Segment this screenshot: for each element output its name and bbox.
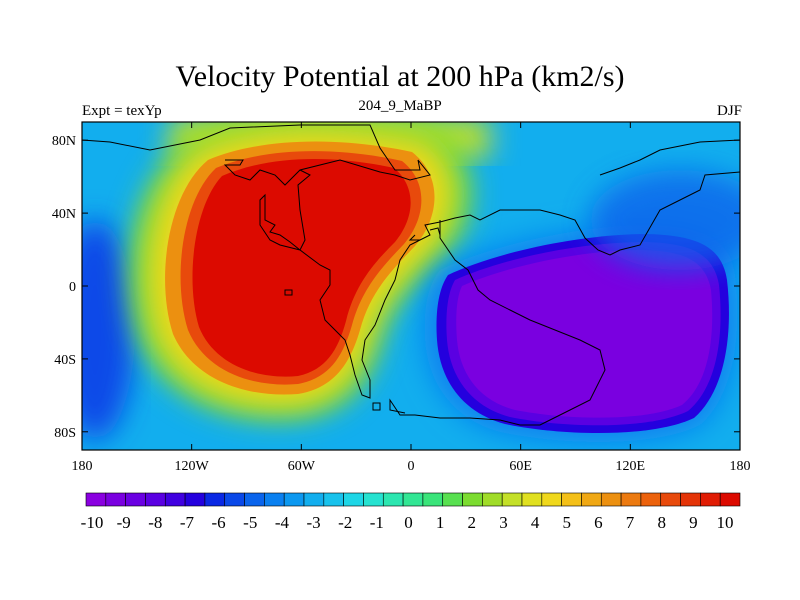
x-tick-label: 180	[72, 459, 93, 474]
colorbar-label: -9	[117, 513, 131, 532]
colorbar-swatch	[363, 492, 384, 507]
colorbar-label: -10	[81, 513, 104, 532]
colorbar-label: 1	[436, 513, 445, 532]
colorbar-swatch	[561, 492, 582, 507]
colorbar-swatch	[382, 492, 404, 507]
map-axis-ticks: 180 120W 60W 0 60E 120E 180 80N 40N 0 40S 80S	[52, 122, 751, 474]
colorbar-swatch	[521, 492, 543, 507]
colorbar-swatch	[581, 492, 602, 507]
colorbar-swatch	[422, 492, 444, 507]
chart-title: Velocity Potential at 200 hPa (km2/s)	[175, 60, 625, 93]
colorbar-label: -7	[180, 513, 195, 532]
colorbar-label: -6	[212, 513, 226, 532]
experiment-label: Expt = texYp	[82, 103, 162, 119]
colorbar-label: 4	[531, 513, 540, 532]
x-tick-label: 120E	[616, 459, 646, 474]
colorbar-swatch	[482, 492, 503, 507]
colorbar-swatch	[680, 492, 701, 507]
colorbar-swatch	[660, 492, 681, 507]
colorbar-swatch	[442, 492, 463, 507]
colorbar-label: 0	[404, 513, 413, 532]
colorbar-swatch	[85, 492, 107, 507]
colorbar-swatch	[145, 492, 166, 507]
colorbar-label: -2	[338, 513, 352, 532]
colorbar-label: 2	[468, 513, 477, 532]
colorbar-swatch	[462, 492, 483, 507]
x-tick-label: 120W	[175, 459, 210, 474]
colorbar-label: 7	[626, 513, 635, 532]
colorbar-swatch	[244, 492, 265, 507]
colorbar-swatch	[620, 492, 642, 507]
colorbar-swatch	[402, 492, 424, 507]
colorbar-swatch	[719, 492, 741, 507]
x-tick-label: 60E	[509, 459, 532, 474]
colorbar-label: 8	[657, 513, 666, 532]
colorbar-swatch	[323, 492, 344, 507]
season-label: DJF	[716, 103, 742, 119]
colorbar-label: 10	[717, 513, 734, 532]
colorbar-swatch	[700, 492, 721, 507]
x-tick-label: 180	[730, 459, 751, 474]
colorbar-label: -4	[275, 513, 290, 532]
x-tick-label: 0	[408, 459, 415, 474]
colorbar-swatch	[600, 492, 622, 507]
colorbar-swatch	[541, 492, 562, 507]
coastlines	[82, 124, 740, 426]
colorbar-swatch	[283, 492, 305, 507]
y-tick-label: 40S	[54, 353, 76, 368]
colorbar-swatch	[204, 492, 226, 507]
y-tick-label: 80N	[52, 134, 76, 149]
colorbar-label: 3	[499, 513, 508, 532]
colorbar: -10 -9 -8 -7 -6 -5 -4 -3 -2 -1 0 1 2 3 4 5 6 7 8 9 10	[81, 492, 741, 532]
colorbar-label: -3	[306, 513, 320, 532]
colorbar-swatch	[224, 492, 245, 507]
colorbar-swatch	[105, 492, 126, 507]
y-tick-label: 80S	[54, 426, 76, 441]
colorbar-label: -1	[370, 513, 384, 532]
colorbar-label: 9	[689, 513, 698, 532]
colorbar-label: -8	[148, 513, 162, 532]
colorbar-swatch	[164, 492, 186, 507]
y-tick-label: 40N	[52, 207, 76, 222]
colorbar-swatch	[264, 492, 285, 507]
contour-field	[82, 122, 740, 450]
colorbar-swatch	[184, 492, 206, 507]
colorbar-label: 5	[563, 513, 572, 532]
colorbar-swatch	[303, 492, 325, 507]
x-tick-label: 60W	[288, 459, 316, 474]
colorbar-label: 6	[594, 513, 603, 532]
y-tick-label: 0	[69, 280, 76, 295]
colorbar-swatch	[343, 492, 364, 507]
case-label: 204_9_MaBP	[358, 98, 442, 114]
colorbar-swatch	[501, 492, 523, 507]
colorbar-swatch	[125, 492, 146, 507]
colorbar-label: -5	[243, 513, 257, 532]
colorbar-swatch	[640, 492, 662, 507]
